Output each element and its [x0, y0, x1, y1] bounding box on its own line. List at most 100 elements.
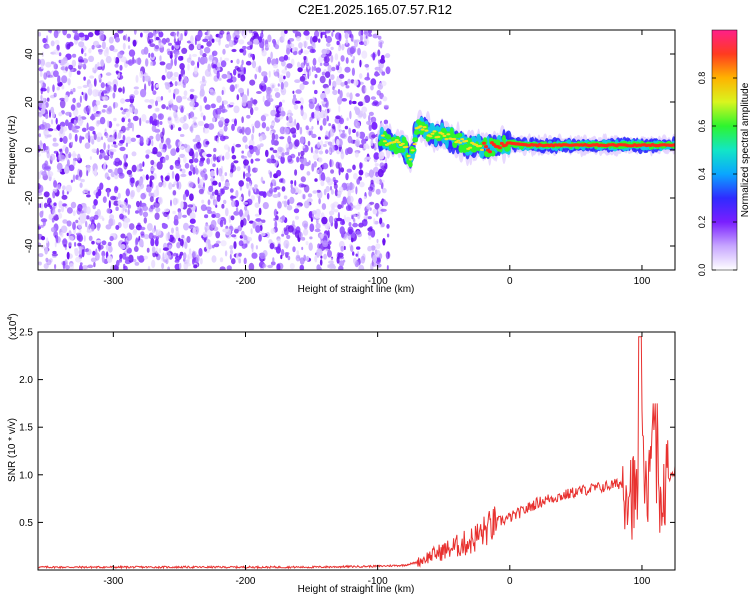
speckle — [142, 75, 145, 83]
speckle — [95, 239, 102, 243]
speckle — [322, 162, 329, 170]
speckle — [336, 190, 342, 196]
speckle — [47, 171, 54, 177]
speckle — [122, 86, 125, 94]
speckle — [212, 244, 215, 249]
speckle — [151, 259, 156, 269]
speckle — [201, 199, 205, 204]
speckle — [142, 211, 149, 218]
speckle — [148, 232, 154, 240]
speckle — [320, 140, 324, 147]
speckle — [176, 181, 179, 189]
speckle — [210, 194, 213, 200]
speckle — [386, 265, 389, 270]
speckle — [122, 252, 127, 260]
speckle — [159, 121, 163, 125]
speckle — [231, 200, 236, 208]
speckle — [203, 123, 210, 129]
speckle — [87, 264, 94, 269]
speckle — [181, 234, 185, 239]
speckle — [218, 121, 223, 125]
speckle — [311, 163, 315, 172]
speckle — [173, 88, 180, 95]
speckle — [283, 195, 288, 200]
speckle — [314, 212, 320, 219]
speckle — [351, 59, 355, 64]
speckle — [337, 252, 344, 258]
speckle — [189, 101, 196, 107]
speckle — [149, 196, 154, 203]
speckle — [332, 80, 337, 89]
speckle — [350, 33, 354, 42]
speckle — [72, 221, 76, 230]
speckle — [236, 166, 241, 172]
speckle — [101, 136, 103, 141]
snr-xlabel: Height of straight line (km) — [298, 584, 415, 595]
speckle — [127, 118, 131, 123]
speckle — [335, 115, 341, 120]
speckle — [154, 238, 159, 247]
speckle — [193, 264, 198, 269]
speckle — [129, 94, 136, 100]
speckle — [352, 251, 355, 256]
speckle — [361, 50, 368, 59]
snr-axes: -300 -200 -100 0 100 0.5 1.0 1.5 2.0 2.5 — [19, 328, 675, 587]
speckle — [165, 63, 173, 70]
speckle — [299, 126, 303, 135]
speckle — [160, 96, 164, 101]
speckle — [170, 199, 172, 207]
speckle — [46, 86, 50, 94]
speckle — [160, 136, 164, 144]
speckle — [349, 47, 355, 55]
speckle — [86, 206, 91, 215]
speckle — [117, 51, 123, 59]
speckle — [292, 246, 296, 253]
speckle — [250, 97, 254, 103]
speckle — [352, 164, 356, 171]
speckle — [197, 61, 200, 69]
speckle — [238, 240, 244, 247]
speckle — [354, 39, 361, 43]
speckle — [375, 243, 381, 250]
speckle — [358, 131, 366, 139]
speckle — [374, 66, 381, 71]
speckle — [192, 53, 198, 57]
speckle — [222, 48, 226, 55]
speckle — [345, 148, 349, 156]
speckle — [368, 124, 372, 131]
speckle — [62, 135, 68, 144]
speckle — [125, 33, 128, 42]
speckle — [320, 173, 326, 182]
x-tick-label: 100 — [634, 576, 651, 587]
signal-blob — [413, 129, 420, 135]
speckle — [334, 188, 338, 197]
speckle — [72, 87, 76, 93]
speckle — [148, 192, 153, 197]
speckle — [115, 206, 119, 211]
speckle — [219, 128, 224, 135]
speckle — [233, 241, 237, 250]
speckle — [324, 87, 331, 95]
signal-peak — [672, 143, 675, 147]
speckle — [52, 206, 56, 210]
speckle — [114, 186, 119, 191]
speckle — [259, 41, 265, 49]
speckle — [363, 38, 370, 46]
signal-peak — [410, 149, 415, 152]
speckle — [230, 60, 233, 63]
speckle — [38, 31, 42, 37]
speckle — [133, 86, 139, 90]
speckle — [281, 233, 285, 237]
speckle — [317, 141, 321, 149]
speckle — [57, 75, 61, 84]
speckle — [56, 162, 63, 171]
speckle — [240, 64, 243, 71]
speckle — [182, 83, 186, 88]
speckle — [174, 263, 181, 270]
speckle — [167, 231, 170, 240]
speckle — [191, 250, 196, 259]
speckle — [138, 255, 145, 263]
speckle — [165, 154, 170, 161]
speckle — [193, 122, 197, 126]
